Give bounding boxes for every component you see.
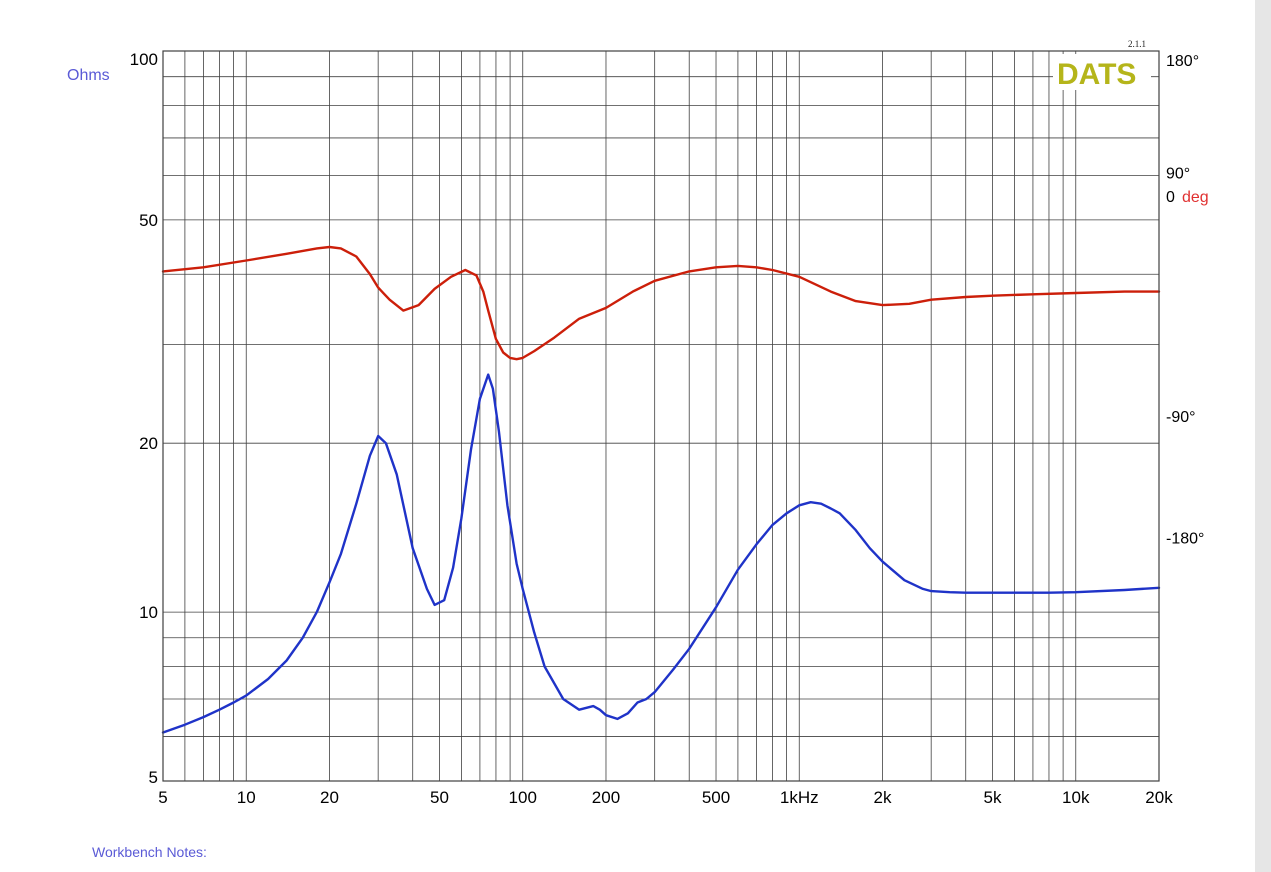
x-tick-labels: 5 10 20 50 100 200 500 1kHz 2k 5k 10k 20k [158, 788, 1173, 807]
x-tick-label: 1kHz [780, 788, 819, 807]
y2-axis-label-number: 0 [1166, 189, 1175, 206]
vertical-scrollbar[interactable] [1255, 0, 1271, 872]
workbench-notes-label: Workbench Notes: [92, 844, 207, 860]
y2-axis-label-unit: deg [1182, 189, 1209, 206]
y-tick-label: 100 [130, 50, 158, 69]
y2-tick-label: -180° [1166, 531, 1204, 548]
y-tick-label: 10 [139, 603, 158, 622]
y-tick-label: 50 [139, 211, 158, 230]
impedance-phase-chart: Ohms 0 deg 2.1.1 DATS 5 10 20 50 100 200 500 1k… [67, 39, 1209, 807]
x-tick-label: 20 [320, 788, 339, 807]
impedance-curve [161, 373, 1161, 734]
x-tick-label: 5 [158, 788, 167, 807]
plot-area-background [163, 51, 1159, 781]
phase-curve [161, 245, 1161, 361]
version-label: 2.1.1 [1128, 39, 1146, 49]
y2-tick-label: -90° [1166, 409, 1196, 426]
y2-tick-label: 180° [1166, 53, 1199, 70]
plot-frame [162, 50, 1160, 782]
logo-background [1053, 54, 1151, 90]
y-tick-label: 5 [149, 768, 158, 787]
x-tick-label: 10 [237, 788, 256, 807]
x-tick-label: 5k [984, 788, 1002, 807]
y-tick-label: 20 [139, 434, 158, 453]
y-tick-labels: 5 10 20 50 100 [130, 50, 158, 787]
x-tick-label: 10k [1062, 788, 1090, 807]
series-group [161, 245, 1161, 734]
dats-logo: DATS [1057, 58, 1136, 91]
x-tick-label: 50 [430, 788, 449, 807]
y2-tick-label: 90° [1166, 166, 1190, 183]
x-tick-label: 20k [1145, 788, 1173, 807]
x-tick-label: 500 [702, 788, 730, 807]
x-tick-label: 100 [509, 788, 537, 807]
x-tick-label: 2k [874, 788, 892, 807]
y-axis-label: Ohms [67, 67, 110, 84]
grid [163, 51, 1159, 781]
x-tick-label: 200 [592, 788, 620, 807]
y2-tick-labels: 180° 90° -90° -180° [1166, 53, 1204, 548]
